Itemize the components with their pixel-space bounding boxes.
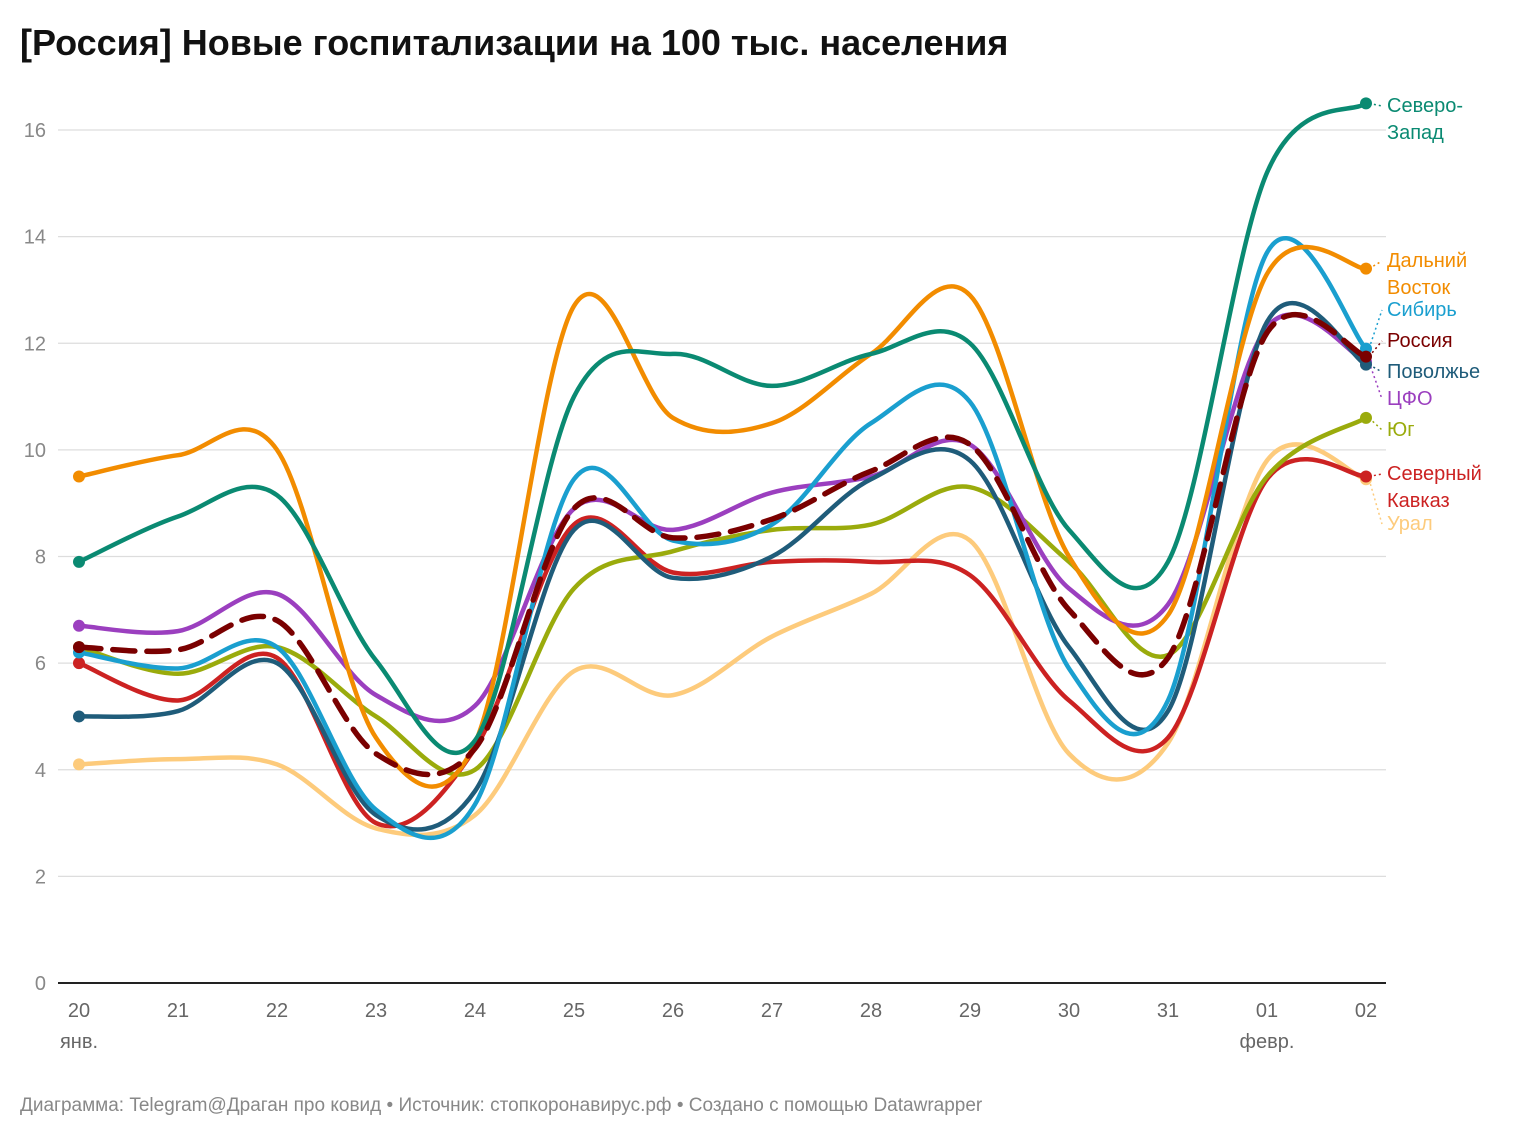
series-label: Северный Кавказ xyxy=(1387,463,1482,512)
series-line xyxy=(76,301,1369,832)
series-label: Северо-Запад xyxy=(1387,95,1463,144)
label-leader xyxy=(1368,309,1383,349)
y-tick-label: 8 xyxy=(35,547,46,569)
x-tick-label: 01 xyxy=(1256,1000,1278,1022)
series xyxy=(73,244,1383,789)
y-tick-label: 10 xyxy=(24,440,46,462)
series-line xyxy=(76,312,1369,724)
series xyxy=(73,312,1383,778)
label-leader xyxy=(1368,340,1383,358)
y-tick-label: 14 xyxy=(24,227,46,249)
x-tick-label: 31 xyxy=(1157,1000,1179,1022)
end-point xyxy=(73,555,85,568)
x-month-label: февр. xyxy=(1240,1031,1295,1053)
y-tick-label: 2 xyxy=(35,866,46,888)
series-line xyxy=(76,236,1369,841)
end-point xyxy=(73,758,85,771)
x-month-label: янв. xyxy=(60,1031,98,1053)
end-point xyxy=(1360,411,1372,424)
y-tick-label: 12 xyxy=(24,333,46,355)
x-tick-label: 23 xyxy=(365,1000,387,1022)
x-tick-label: 30 xyxy=(1058,1000,1080,1022)
series-line xyxy=(76,312,1369,778)
series-label: Поволжье xyxy=(1387,361,1481,383)
x-tick-label: 27 xyxy=(761,1000,783,1022)
end-point xyxy=(1360,97,1372,110)
x-tick-label: 26 xyxy=(662,1000,684,1022)
x-tick-label: 22 xyxy=(266,1000,288,1022)
y-tick-label: 16 xyxy=(24,120,46,142)
series-label: Дальний Восток xyxy=(1387,250,1468,299)
end-point xyxy=(73,657,85,670)
x-tick-label: 29 xyxy=(959,1000,981,1022)
end-point xyxy=(1360,350,1372,363)
series xyxy=(73,97,1383,756)
x-tick-label: 28 xyxy=(860,1000,882,1022)
series-label: Сибирь xyxy=(1387,299,1457,321)
x-tick-label: 02 xyxy=(1355,1000,1377,1022)
end-point xyxy=(73,619,85,632)
series-label: Урал xyxy=(1387,513,1433,535)
x-tick-label: 20 xyxy=(68,1000,90,1022)
y-tick-label: 6 xyxy=(35,653,46,675)
series-label: ЦФО xyxy=(1387,388,1433,410)
footer-note: Диаграмма: Telegram@Драган про ковид • И… xyxy=(20,1095,983,1116)
y-tick-label: 0 xyxy=(35,973,46,995)
end-point xyxy=(73,641,85,654)
end-point xyxy=(73,470,85,483)
label-leader xyxy=(1368,361,1383,400)
series-line xyxy=(76,101,1369,756)
x-tick-label: 25 xyxy=(563,1000,585,1022)
x-tick-label: 24 xyxy=(464,1000,486,1022)
end-point xyxy=(1360,262,1372,275)
series-label: Россия xyxy=(1387,330,1453,352)
label-leader xyxy=(1368,478,1383,525)
label-leader xyxy=(1368,473,1383,478)
chart-title: [Россия] Новые госпитализации на 100 тыс… xyxy=(20,22,1009,63)
x-tick-label: 21 xyxy=(167,1000,189,1022)
end-point xyxy=(1360,470,1372,483)
label-leader xyxy=(1368,102,1383,107)
series-label: Юг xyxy=(1387,419,1415,441)
end-point xyxy=(73,710,85,723)
series-line xyxy=(76,244,1369,789)
y-tick-label: 4 xyxy=(35,760,46,782)
series-line xyxy=(76,442,1369,838)
